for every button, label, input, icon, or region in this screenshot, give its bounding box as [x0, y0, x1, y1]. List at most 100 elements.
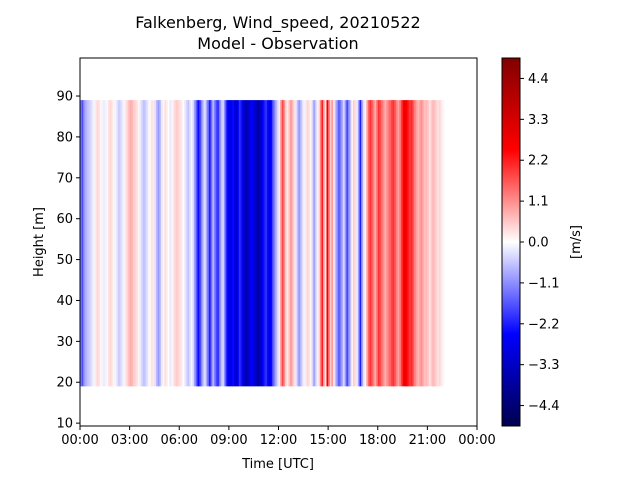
heatmap-cell [379, 100, 382, 387]
y-tick-label: 70 [56, 171, 73, 186]
heatmap-cell [278, 100, 281, 387]
heatmap-cell [232, 100, 235, 387]
heatmap-cell [245, 100, 248, 387]
heatmap-cell [89, 100, 92, 387]
heatmap-cell [146, 100, 149, 387]
heatmap-cell [280, 100, 283, 387]
heatmap-cell [91, 100, 94, 387]
heatmap-cell [154, 100, 157, 387]
heatmap-cell [347, 100, 351, 387]
heatmap-cell [213, 100, 217, 387]
heatmap-cell [258, 100, 261, 387]
heatmap-cell [129, 100, 132, 387]
heatmap-cell [151, 100, 154, 387]
y-tick-label: 30 [56, 335, 73, 350]
heatmap-cell [223, 100, 226, 387]
heatmap-cell [362, 100, 365, 387]
heatmap-cell [361, 100, 364, 387]
heatmap-cell [270, 100, 273, 387]
heatmap-cell [116, 100, 119, 387]
heatmap-cell [174, 100, 177, 387]
heatmap-cell [275, 100, 278, 387]
x-tick-label: 03:00 [111, 433, 148, 448]
heatmap-cell [268, 100, 271, 387]
heatmap-cell [139, 100, 142, 387]
heatmap-cell [247, 100, 250, 387]
x-tick-label: 12:00 [260, 433, 297, 448]
heatmap-cell [243, 100, 246, 387]
heatmap-cell [381, 100, 384, 387]
heatmap-cell [424, 100, 427, 387]
heatmap-cell [321, 100, 324, 387]
heatmap-cell [328, 100, 331, 387]
heatmap-cell [286, 100, 289, 387]
heatmap-cell [366, 100, 369, 387]
x-tick-label: 18:00 [359, 433, 396, 448]
heatmap-cell [166, 100, 169, 387]
heatmap-cell [194, 100, 197, 387]
heatmap-cell [172, 100, 175, 387]
heatmap-cell [157, 100, 160, 387]
heatmap-cell [324, 100, 327, 387]
heatmap-cell [351, 100, 354, 387]
heatmap-cell [106, 100, 109, 387]
heatmap-cell [313, 100, 316, 387]
heatmap-cell [415, 100, 418, 387]
x-axis: 00:00 03:00 06:00 09:00 12:00 15:00 18:00 21:00… [61, 426, 496, 448]
heatmap-cell [210, 100, 213, 387]
heatmap-cell [309, 100, 312, 387]
heatmap-cell [261, 100, 265, 387]
heatmap-cell [184, 100, 187, 387]
heatmap-cell [291, 100, 294, 387]
x-tick-label: 00:00 [61, 433, 98, 448]
heatmap-cell [93, 100, 96, 387]
heatmap-cell [81, 100, 84, 387]
y-axis-label: Height [m] [32, 207, 47, 277]
heatmap-cell [156, 100, 159, 387]
colorbar-tick-label: −2.2 [528, 317, 560, 332]
heatmap-cell [407, 100, 410, 387]
heatmap-cell [384, 100, 387, 387]
heatmap-cell [190, 100, 193, 387]
heatmap-cell [218, 100, 221, 387]
heatmap-cell [103, 100, 106, 387]
heatmap-cell [293, 100, 296, 387]
y-tick-label: 60 [56, 212, 73, 227]
colorbar-tick-label: −3.3 [528, 358, 560, 373]
heatmap-cell [86, 100, 89, 387]
heatmap-cell [271, 100, 274, 387]
heatmap-cell [253, 100, 256, 387]
heatmap-cell [435, 100, 438, 387]
heatmap-cell [276, 100, 279, 387]
heatmap-cell [356, 100, 359, 387]
heatmap-cell [427, 100, 430, 387]
heatmap-cell [200, 100, 203, 387]
heatmap-cell [182, 100, 185, 387]
x-tick-label: 15:00 [309, 433, 346, 448]
heatmap-cell [180, 100, 183, 387]
heatmap-cell [205, 100, 208, 387]
heatmap-cell [304, 100, 308, 387]
heatmap-cell [220, 100, 223, 387]
heatmap-cell [395, 100, 398, 387]
heatmap-cell [331, 100, 334, 387]
heatmap-cell [215, 100, 218, 387]
heatmap-cell [336, 100, 339, 387]
heatmap-cell [127, 100, 131, 387]
heatmap-cell [290, 100, 293, 387]
colorbar-ticks: −4.4 −3.3 −2.2 −1.1 0.0 1.1 2.2 3.3 4.4 [520, 72, 560, 414]
heatmap-cell [169, 100, 172, 387]
y-tick-label: 80 [56, 130, 73, 145]
heatmap-cell [252, 100, 255, 387]
y-tick-label: 40 [56, 294, 73, 309]
colorbar-tick-label: 1.1 [528, 195, 549, 210]
heatmap-cell [204, 100, 207, 387]
heatmap-cell [185, 100, 188, 387]
heatmap-cell [202, 100, 205, 387]
heatmap-cell [124, 100, 127, 387]
heatmap-cell [346, 100, 349, 387]
heatmap-cell [111, 100, 114, 387]
heatmap-cell [263, 100, 266, 387]
heatmap-cell [349, 100, 352, 387]
heatmap-cell [369, 100, 372, 387]
